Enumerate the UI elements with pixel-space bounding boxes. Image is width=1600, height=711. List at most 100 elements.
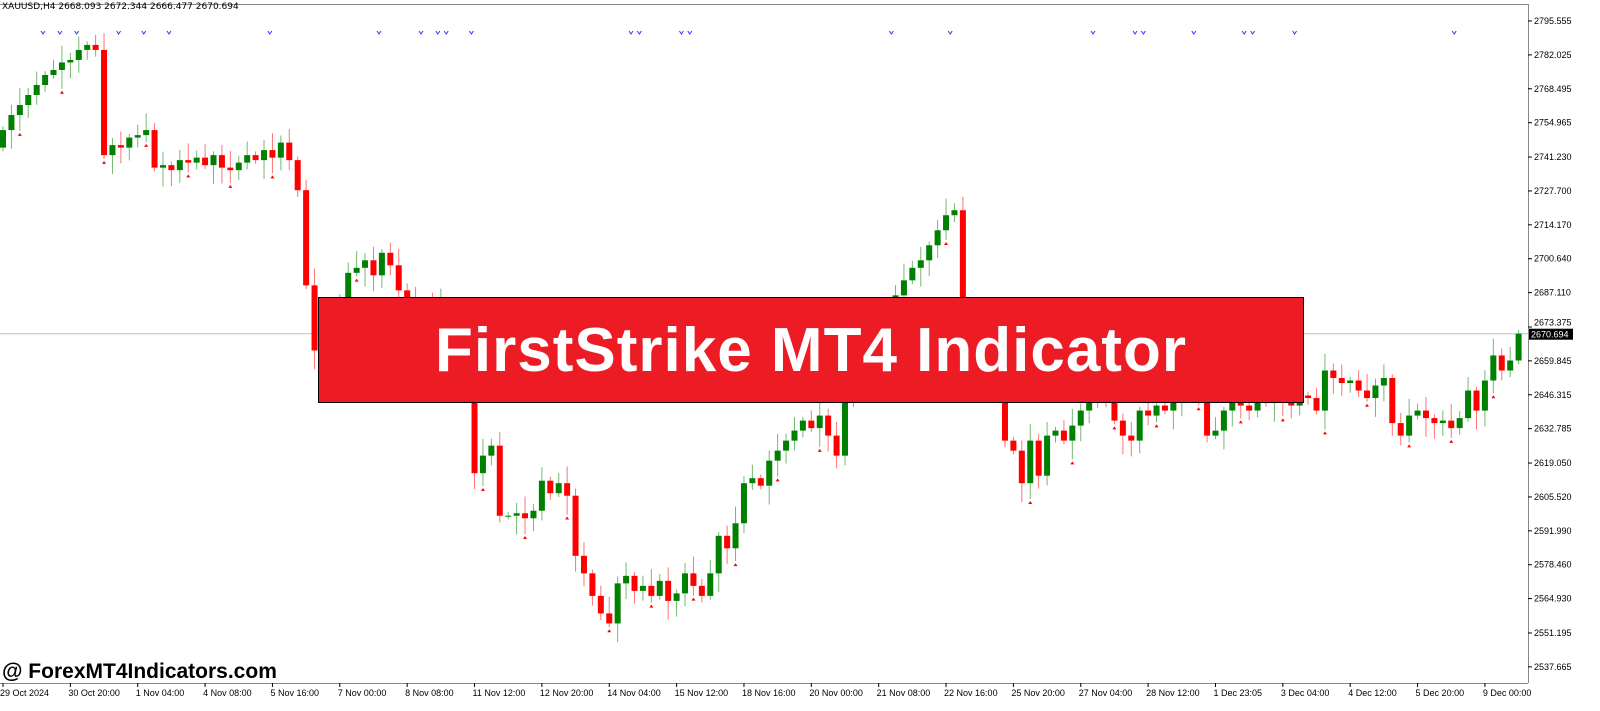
fractal-up-marker xyxy=(418,30,424,35)
candle-bear xyxy=(648,585,655,596)
fractal-down-marker xyxy=(1196,407,1201,411)
fractal-down-marker xyxy=(775,478,780,482)
candle-bear xyxy=(1422,410,1429,419)
fractal-down-marker xyxy=(228,184,233,188)
candle-bear xyxy=(665,580,672,601)
y-tick-label: 2551.195 xyxy=(1534,628,1572,638)
candle-bull xyxy=(1507,360,1514,371)
candle-bull xyxy=(1170,400,1177,411)
candle-bull xyxy=(1456,418,1463,429)
candle-bull xyxy=(555,483,562,494)
candle-bull xyxy=(159,165,166,168)
fractal-up-marker xyxy=(1241,30,1247,35)
candle-bear xyxy=(1111,400,1118,421)
fractal-up-marker xyxy=(888,30,894,35)
candle-bear xyxy=(959,210,966,311)
candle-bear xyxy=(1473,390,1480,411)
title-banner: FirstStrike MT4 Indicator xyxy=(318,297,1304,403)
current-price-box xyxy=(1529,328,1573,340)
candle-bull xyxy=(261,150,268,161)
candle-bull xyxy=(1136,410,1143,441)
candle-bull xyxy=(25,95,32,106)
x-tick-label: 18 Nov 16:00 xyxy=(742,688,796,698)
fractal-up-marker xyxy=(636,30,642,35)
y-tick-label: 2659.845 xyxy=(1534,356,1572,366)
candle-bull xyxy=(505,515,512,517)
candle-bear xyxy=(1001,385,1008,441)
candle-bull xyxy=(732,523,739,549)
x-tick-label: 15 Nov 12:00 xyxy=(675,688,729,698)
candle-bull xyxy=(1086,398,1093,411)
fractal-up-marker xyxy=(1140,30,1146,35)
fractal-down-marker xyxy=(59,90,64,94)
candle-bear xyxy=(1119,420,1126,436)
y-tick-label: 2714.170 xyxy=(1534,220,1572,230)
candle-bull xyxy=(1153,405,1160,416)
fractal-down-marker xyxy=(1112,426,1117,430)
candle-bear xyxy=(1305,395,1312,399)
candle-bull xyxy=(345,272,352,298)
candle-bear xyxy=(1161,405,1168,411)
fractal-up-marker xyxy=(1191,30,1197,35)
candle-bear xyxy=(471,360,478,474)
candle-bear xyxy=(1397,423,1404,436)
candle-bear xyxy=(311,285,318,351)
candle-bull xyxy=(75,49,82,60)
candle-bear xyxy=(1010,440,1017,451)
candle-bull xyxy=(50,69,57,75)
candle-bull xyxy=(1380,378,1387,386)
candle-bear xyxy=(252,155,259,161)
candle-bull xyxy=(1044,435,1051,476)
candle-bull xyxy=(143,130,150,136)
candle-bear xyxy=(370,260,377,276)
fractal-down-marker xyxy=(565,516,570,520)
y-tick-label: 2619.050 xyxy=(1534,458,1572,468)
y-tick-label: 2605.520 xyxy=(1534,492,1572,502)
candle-bear xyxy=(1288,400,1295,406)
candle-bull xyxy=(1052,430,1059,436)
candle-bear xyxy=(404,290,411,301)
watermark: @ ForexMT4Indicators.com xyxy=(2,660,277,683)
x-tick-label: 9 Dec 00:00 xyxy=(1483,688,1532,698)
candle-bull xyxy=(538,480,545,511)
candle-bull xyxy=(0,130,6,148)
candle-bear xyxy=(833,435,840,456)
candle-bull xyxy=(934,230,941,246)
candle-bull xyxy=(244,155,251,163)
candle-bear xyxy=(1128,435,1135,441)
candle-bear xyxy=(808,420,815,429)
candle-bull xyxy=(33,84,40,96)
x-tick-label: 7 Nov 00:00 xyxy=(338,688,387,698)
fractal-down-marker xyxy=(1280,418,1285,422)
candle-bull xyxy=(623,575,630,584)
fractal-up-marker xyxy=(166,30,172,35)
candle-bull xyxy=(1465,390,1472,419)
candle-bear xyxy=(1355,380,1362,391)
candle-bear xyxy=(227,167,234,171)
candle-bear xyxy=(1035,440,1042,476)
candle-bull xyxy=(842,400,848,456)
candle-bull xyxy=(193,157,200,163)
candle-bear xyxy=(698,585,705,596)
candle-bull xyxy=(378,252,385,276)
fractal-down-marker xyxy=(1154,424,1159,428)
fractal-up-marker xyxy=(40,30,46,35)
candle-bear xyxy=(117,145,124,148)
candle-bull xyxy=(749,478,756,484)
y-tick-label: 2782.025 xyxy=(1534,50,1572,60)
candle-bull xyxy=(656,580,663,596)
fractal-up-marker xyxy=(74,30,80,35)
candle-bull xyxy=(109,145,116,156)
candle-bull xyxy=(639,585,646,591)
candle-bear xyxy=(303,190,310,286)
y-tick-label: 2700.640 xyxy=(1534,254,1572,264)
fractal-up-marker xyxy=(468,30,474,35)
fractal-down-marker xyxy=(649,604,654,608)
candle-bear xyxy=(631,575,638,591)
candle-bear xyxy=(1145,410,1152,416)
x-tick-label: 28 Nov 12:00 xyxy=(1146,688,1200,698)
x-tick-label: 25 Nov 20:00 xyxy=(1011,688,1065,698)
candle-bull xyxy=(1229,400,1236,411)
candle-bear xyxy=(1330,370,1337,379)
x-tick-label: 8 Nov 08:00 xyxy=(405,688,454,698)
